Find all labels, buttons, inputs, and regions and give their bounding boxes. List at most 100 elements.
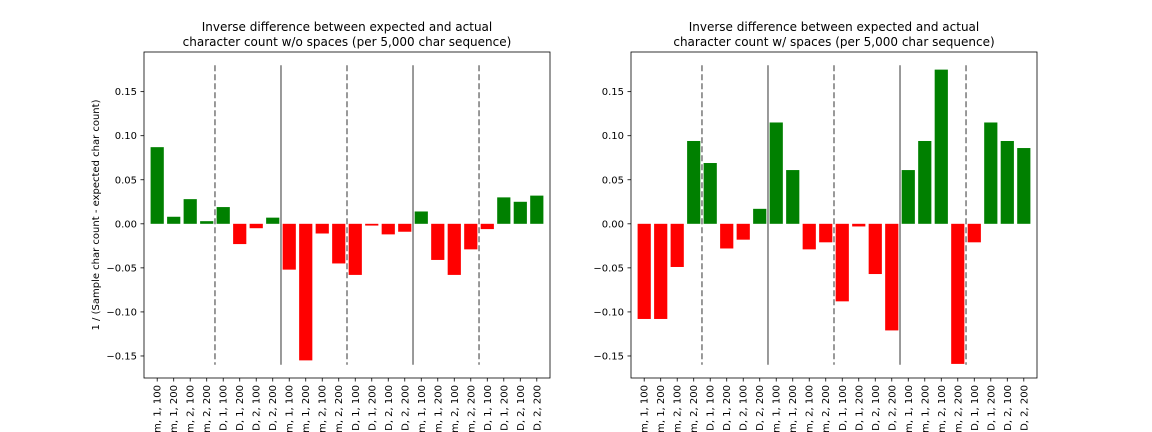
y-tick-label: −0.05: [106, 263, 137, 274]
bar: [299, 223, 313, 361]
y-tick-label: 0.05: [115, 175, 137, 186]
bar: [637, 223, 651, 319]
x-tick-label: D, 2, 100: [384, 385, 395, 431]
bar: [918, 140, 932, 224]
x-tick-label: m, 1, 100: [904, 385, 915, 432]
x-tick-label: m, 2, 200: [202, 385, 213, 432]
x-tick-label: D, 1, 100: [219, 385, 230, 431]
bar: [200, 221, 214, 224]
y-tick-label: 0.00: [115, 219, 137, 230]
x-tick-label: m, 1, 100: [640, 385, 651, 432]
x-tick-label: D, 1, 100: [351, 385, 362, 431]
y-tick-label: −0.15: [106, 351, 137, 362]
y-tick-label: −0.10: [593, 307, 624, 318]
bar: [183, 199, 197, 224]
bar: [670, 223, 684, 267]
bar: [266, 217, 280, 224]
bar: [1017, 148, 1031, 224]
x-tick-label: m, 2, 100: [450, 385, 461, 432]
bar: [513, 201, 527, 224]
chart-title: Inverse difference between expected and …: [689, 20, 980, 34]
x-tick-label: D, 2, 200: [755, 385, 766, 431]
y-tick-label: 0.00: [602, 219, 624, 230]
bar: [720, 223, 734, 249]
bar: [819, 223, 833, 243]
bar: [901, 170, 915, 224]
bar: [984, 122, 998, 224]
x-tick-label: m, 2, 200: [821, 385, 832, 432]
x-tick-label: m, 1, 200: [169, 385, 180, 432]
x-tick-label: m, 2, 100: [318, 385, 329, 432]
bar: [786, 170, 800, 224]
bar: [852, 223, 866, 227]
bar: [1000, 140, 1014, 224]
bar: [167, 216, 181, 224]
x-tick-label: D, 1, 100: [483, 385, 494, 431]
y-tick-label: −0.15: [593, 351, 624, 362]
chart-title: Inverse difference between expected and …: [202, 20, 493, 34]
x-tick-label: m, 1, 100: [285, 385, 296, 432]
bar: [398, 223, 412, 232]
x-tick-label: D, 2, 100: [516, 385, 527, 431]
x-tick-label: m, 1, 100: [153, 385, 164, 432]
x-tick-label: m, 1, 100: [772, 385, 783, 432]
y-tick-label: −0.10: [106, 307, 137, 318]
x-tick-label: D, 1, 200: [854, 385, 865, 431]
bar: [216, 207, 230, 224]
x-tick-label: D, 2, 100: [871, 385, 882, 431]
x-tick-label: D, 1, 100: [838, 385, 849, 431]
x-tick-label: m, 2, 100: [937, 385, 948, 432]
y-tick-label: 0.10: [115, 131, 137, 142]
bar: [447, 223, 461, 275]
x-tick-label: m, 2, 200: [334, 385, 345, 432]
x-tick-label: D, 2, 200: [887, 385, 898, 431]
chart-1: 0.15 0.10 0.05 0.00 −0.05 −0.10 −0.15 m, 1, 100…: [91, 20, 551, 432]
bar: [480, 223, 494, 230]
x-tick-label: D, 2, 100: [739, 385, 750, 431]
x-tick-label: D, 2, 200: [1019, 385, 1030, 431]
x-tick-label: m, 2, 100: [673, 385, 684, 432]
bar: [934, 69, 948, 224]
bar: [497, 197, 511, 224]
x-tick-label: D, 2, 200: [400, 385, 411, 431]
x-tick-label: D, 1, 100: [970, 385, 981, 431]
x-tick-label: m, 1, 200: [656, 385, 667, 432]
x-tick-label: D, 1, 200: [367, 385, 378, 431]
x-tick-label: D, 2, 100: [1003, 385, 1014, 431]
y-tick-label: 0.10: [602, 131, 624, 142]
bar: [464, 223, 478, 250]
x-tick-label: D, 1, 200: [235, 385, 246, 431]
x-tick-label: D, 2, 200: [268, 385, 279, 431]
bar: [233, 223, 247, 245]
x-tick-label: D, 1, 200: [499, 385, 510, 431]
x-tick-label: m, 1, 200: [433, 385, 444, 432]
x-tick-label: m, 1, 200: [920, 385, 931, 432]
bar: [365, 223, 379, 226]
bar: [769, 122, 783, 224]
bar: [736, 223, 750, 240]
bar: [951, 223, 965, 364]
x-tick-label: m, 1, 200: [301, 385, 312, 432]
bar: [802, 223, 816, 250]
x-tick-label: D, 1, 200: [986, 385, 997, 431]
y-tick-label: 0.05: [602, 175, 624, 186]
x-tick-label: m, 2, 200: [953, 385, 964, 432]
bar: [530, 195, 544, 224]
x-tick-label: m, 2, 100: [186, 385, 197, 432]
bar: [348, 223, 362, 275]
bar: [414, 211, 428, 224]
x-tick-label: m, 2, 100: [805, 385, 816, 432]
y-tick-label: 0.15: [115, 87, 137, 98]
x-tick-label: m, 1, 200: [788, 385, 799, 432]
y-tick-label: −0.05: [593, 263, 624, 274]
bar: [885, 223, 899, 331]
x-tick-label: m, 2, 200: [466, 385, 477, 432]
y-axis-label: 1 / (Sample char count - expected char c…: [91, 99, 102, 330]
x-tick-label: D, 1, 200: [722, 385, 733, 431]
bar: [332, 223, 346, 264]
bar: [967, 223, 981, 243]
plot-frame: [143, 51, 551, 379]
x-tick-label: m, 2, 200: [689, 385, 700, 432]
bar: [654, 223, 668, 319]
